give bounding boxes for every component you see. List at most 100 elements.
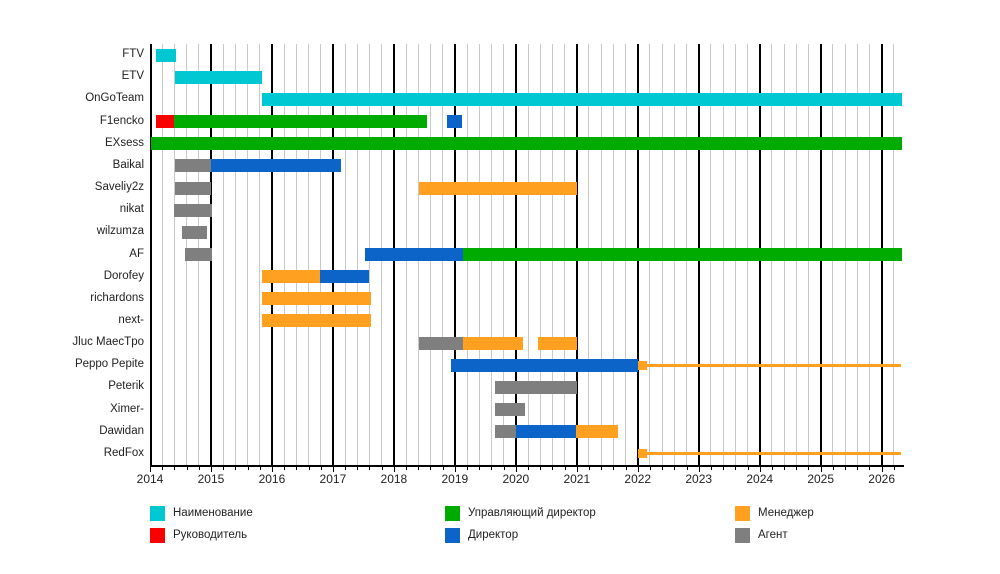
legend-swatch-red bbox=[150, 528, 165, 543]
gantt-bar-orange bbox=[261, 314, 372, 328]
gantt-bar-gray bbox=[495, 403, 525, 417]
gridline-minor bbox=[234, 44, 236, 465]
x-axis-tick bbox=[308, 467, 310, 470]
legend-label: Наименование bbox=[173, 507, 253, 519]
gantt-bar-blue bbox=[320, 270, 370, 284]
legend-swatch-cyan bbox=[150, 506, 165, 521]
gridline-minor bbox=[173, 44, 175, 465]
gridline-minor bbox=[320, 44, 322, 465]
x-axis-tick bbox=[162, 467, 164, 470]
y-axis-line bbox=[150, 44, 152, 465]
x-axis-line bbox=[150, 465, 904, 467]
legend-swatch-blue bbox=[445, 528, 460, 543]
x-axis-tick bbox=[564, 467, 566, 470]
x-axis-tick bbox=[491, 467, 493, 470]
x-axis-tick bbox=[528, 467, 530, 470]
gridline-minor bbox=[247, 44, 249, 465]
gantt-bar-orange bbox=[646, 363, 902, 367]
x-tick-label: 2026 bbox=[868, 472, 896, 486]
gantt-bar-orange bbox=[646, 452, 902, 456]
x-axis-tick bbox=[759, 467, 761, 472]
gridline-minor bbox=[344, 44, 346, 465]
gantt-bar-orange bbox=[462, 336, 524, 350]
x-axis-tick bbox=[430, 467, 432, 470]
gridline-major bbox=[270, 44, 273, 465]
x-axis-tick bbox=[271, 467, 273, 472]
x-axis-tick bbox=[332, 467, 334, 472]
x-axis-tick bbox=[735, 467, 737, 470]
legend-swatch-gray bbox=[735, 528, 750, 543]
row-label: next- bbox=[118, 313, 144, 326]
x-axis-tick bbox=[150, 467, 151, 472]
row-label: RedFox bbox=[103, 446, 144, 459]
gridline-minor bbox=[295, 44, 297, 465]
x-axis-tick bbox=[284, 467, 286, 470]
x-axis-tick bbox=[662, 467, 664, 470]
row-label: Saveliy2z bbox=[94, 181, 144, 194]
x-axis-tick bbox=[296, 467, 298, 470]
x-tick-label: 2022 bbox=[624, 472, 652, 486]
x-axis-tick bbox=[381, 467, 383, 470]
gantt-bar-blue bbox=[364, 248, 463, 261]
x-axis-tick bbox=[235, 467, 237, 470]
row-label: Peterik bbox=[108, 380, 144, 393]
row-label: Dorofey bbox=[103, 269, 144, 282]
x-tick-label: 2020 bbox=[502, 472, 530, 486]
row-label: Baikal bbox=[112, 158, 144, 171]
row-label: AF bbox=[129, 247, 144, 260]
x-axis-tick bbox=[881, 467, 883, 472]
gridline-minor bbox=[283, 44, 285, 465]
gantt-bar-blue bbox=[450, 358, 639, 372]
x-tick-label: 2015 bbox=[197, 472, 225, 486]
row-label: OnGoTeam bbox=[85, 92, 144, 105]
gantt-bar-gray bbox=[173, 203, 212, 217]
gantt-bar-green bbox=[174, 115, 427, 129]
x-axis-tick bbox=[771, 467, 773, 470]
gantt-bar-blue bbox=[446, 115, 463, 129]
row-label: F1encko bbox=[99, 114, 144, 127]
x-axis-tick bbox=[832, 467, 834, 470]
x-axis-tick bbox=[345, 467, 347, 470]
gantt-bar-orange bbox=[538, 336, 577, 350]
x-axis-tick bbox=[418, 467, 420, 470]
x-tick-label: 2023 bbox=[685, 472, 713, 486]
row-label: EXsess bbox=[105, 136, 144, 149]
row-label: FTV bbox=[122, 48, 144, 61]
x-axis-tick bbox=[698, 467, 700, 472]
x-axis-tick bbox=[601, 467, 603, 470]
x-axis-tick bbox=[869, 467, 871, 470]
gantt-bar-gray bbox=[181, 225, 208, 239]
x-axis-tick bbox=[576, 467, 578, 472]
x-axis-tick bbox=[613, 467, 615, 470]
x-axis-tick bbox=[393, 467, 395, 472]
x-axis-tick bbox=[674, 467, 676, 470]
x-axis-tick bbox=[686, 467, 688, 470]
gantt-bar-gray bbox=[184, 248, 212, 261]
row-label: Dawidan bbox=[99, 424, 144, 437]
x-axis-tick bbox=[588, 467, 590, 470]
x-axis-tick bbox=[515, 467, 517, 472]
legend-label: Директор bbox=[468, 529, 519, 541]
x-axis-tick bbox=[649, 467, 651, 470]
x-tick-label: 2017 bbox=[319, 472, 347, 486]
x-tick-label: 2018 bbox=[380, 472, 408, 486]
gantt-bar-orange bbox=[261, 292, 372, 306]
gridline-minor bbox=[259, 44, 261, 465]
gantt-bar-orange bbox=[638, 360, 647, 370]
x-tick-label: 2019 bbox=[441, 472, 469, 486]
gantt-bar-cyan bbox=[262, 92, 902, 106]
x-axis-tick bbox=[784, 467, 786, 470]
legend-label: Агент bbox=[758, 529, 788, 541]
gantt-bar-red bbox=[156, 115, 175, 129]
gantt-bar-orange bbox=[261, 270, 321, 284]
gantt-bar-orange bbox=[637, 449, 647, 459]
x-axis-tick bbox=[637, 467, 639, 472]
x-axis-tick bbox=[186, 467, 188, 470]
legend-swatch-green bbox=[445, 506, 460, 521]
row-label: nikat bbox=[119, 203, 144, 216]
x-axis-tick bbox=[442, 467, 444, 470]
x-axis-tick bbox=[808, 467, 810, 470]
x-axis-tick bbox=[259, 467, 261, 470]
gantt-bar-cyan bbox=[174, 70, 263, 84]
